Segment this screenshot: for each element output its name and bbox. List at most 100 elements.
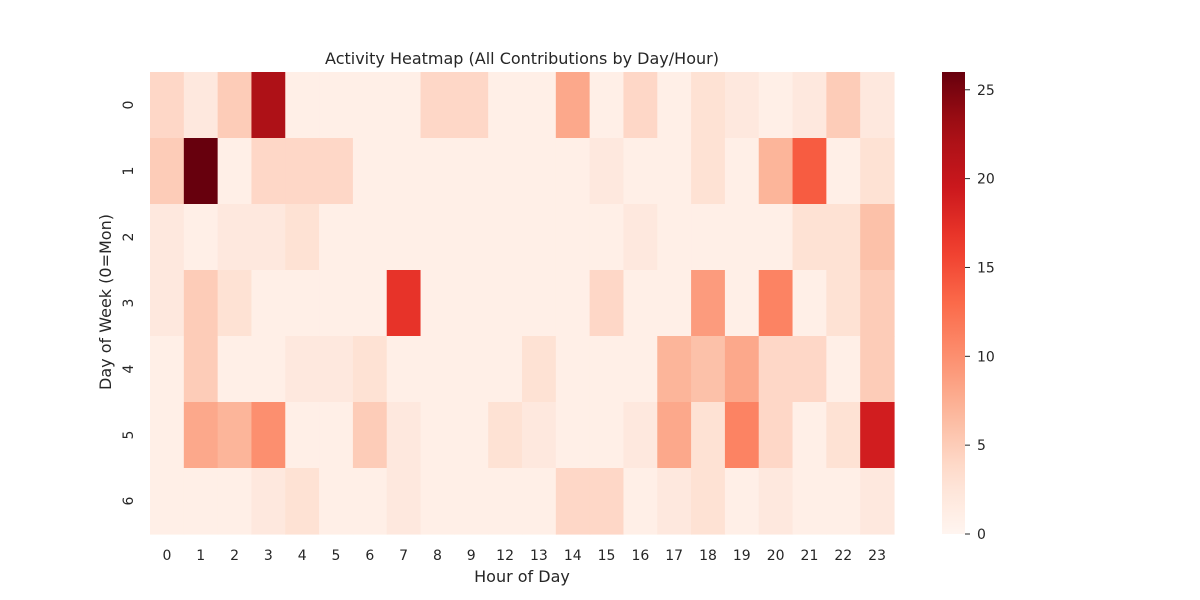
x-tick-label: 19 [733, 548, 751, 564]
heatmap-cell [657, 204, 692, 271]
heatmap-cell [792, 336, 827, 403]
heatmap-cell [758, 138, 794, 205]
heatmap-cell [183, 270, 219, 337]
heatmap-cell [352, 204, 388, 271]
heatmap-cell [352, 402, 388, 469]
y-tick-label: 5 [121, 431, 137, 440]
heatmap-cell [522, 270, 557, 337]
x-axis-ticks: 0 1 2 3 4 5 6 7 8 9 12 13 14 15 16 17 18 19 20 21 22 23 [162, 548, 886, 564]
x-tick-label: 15 [598, 548, 616, 564]
heatmap-cell [555, 270, 591, 337]
heatmap-cell [183, 402, 219, 469]
colorbar-tick-label: 15 [977, 260, 995, 276]
colorbar-tick-label: 10 [977, 349, 995, 365]
y-tick-label: 1 [121, 167, 137, 176]
heatmap-cell [285, 204, 320, 271]
heatmap-cell [724, 270, 760, 337]
heatmap-cell [251, 336, 286, 403]
heatmap-cell [826, 270, 861, 337]
x-tick-label: 12 [496, 548, 514, 564]
heatmap-cell [724, 468, 760, 535]
heatmap-cell [150, 138, 185, 205]
heatmap-cell [488, 402, 523, 469]
heatmap-cell [488, 138, 523, 205]
colorbar-tick-label: 5 [977, 438, 986, 454]
heatmap-cell [217, 138, 253, 205]
heatmap-cell [522, 204, 557, 271]
heatmap-cell [758, 72, 794, 139]
heatmap-cell [454, 204, 489, 271]
heatmap-cell [589, 270, 625, 337]
x-tick-label: 6 [365, 548, 374, 564]
heatmap-cell [217, 204, 253, 271]
x-axis-label: Hour of Day [474, 567, 570, 586]
heatmap-cell [183, 138, 219, 205]
heatmap-cell [758, 468, 794, 535]
x-tick-label: 8 [433, 548, 442, 564]
x-tick-label: 20 [767, 548, 785, 564]
heatmap-cell [386, 336, 422, 403]
heatmap-cell [826, 468, 861, 535]
heatmap-cell [657, 138, 692, 205]
heatmap-cell [352, 72, 388, 139]
heatmap-cell [657, 336, 692, 403]
heatmap-cell [792, 402, 827, 469]
heatmap-cell [488, 336, 523, 403]
colorbar-tick-label: 0 [977, 527, 986, 543]
x-tick-label: 3 [264, 548, 273, 564]
x-tick-label: 1 [196, 548, 205, 564]
heatmap-cell [420, 72, 455, 139]
heatmap-cell [386, 468, 422, 535]
heatmap-cell [826, 138, 861, 205]
x-tick-label: 21 [801, 548, 819, 564]
heatmap-cell [319, 336, 354, 403]
heatmap-cell [319, 402, 354, 469]
heatmap-cell [555, 204, 591, 271]
heatmap-cell [724, 138, 760, 205]
heatmap-cell [758, 336, 794, 403]
y-axis-ticks: 0 1 2 3 4 5 6 [121, 101, 137, 506]
heatmap-cell [420, 402, 455, 469]
x-tick-label: 23 [868, 548, 886, 564]
heatmap-cell [285, 468, 320, 535]
heatmap-cell [860, 402, 895, 469]
heatmap-cell [792, 270, 827, 337]
heatmap-cell [589, 402, 625, 469]
heatmap-cell [589, 138, 625, 205]
heatmap-cell [285, 270, 320, 337]
x-tick-label: 0 [162, 548, 171, 564]
heatmap-cell [724, 402, 760, 469]
heatmap-cell [860, 72, 895, 139]
x-tick-label: 7 [399, 548, 408, 564]
heatmap-cell [623, 270, 658, 337]
heatmap-cell [522, 72, 557, 139]
heatmap-cell [217, 336, 253, 403]
heatmap-cell [217, 270, 253, 337]
heatmap-cell [217, 72, 253, 139]
heatmap-cell [454, 138, 489, 205]
heatmap-cell [691, 204, 726, 271]
heatmap-cell [792, 72, 827, 139]
heatmap-cell [150, 336, 185, 403]
x-tick-label: 17 [665, 548, 683, 564]
heatmap-cell [623, 402, 658, 469]
heatmap-cell [657, 72, 692, 139]
heatmap-cell [623, 468, 658, 535]
heatmap-cell [657, 402, 692, 469]
heatmap-cell [657, 270, 692, 337]
x-tick-label: 13 [530, 548, 548, 564]
heatmap-cell [150, 72, 185, 139]
chart-title: Activity Heatmap (All Contributions by D… [325, 49, 719, 68]
heatmap-cell [183, 72, 219, 139]
heatmap-cells [150, 72, 895, 535]
heatmap-cell [454, 72, 489, 139]
heatmap-cell [183, 204, 219, 271]
heatmap-cell [623, 72, 658, 139]
x-tick-label: 9 [467, 548, 476, 564]
heatmap-cell [319, 138, 354, 205]
heatmap-cell [522, 402, 557, 469]
heatmap-cell [589, 204, 625, 271]
heatmap-cell [623, 138, 658, 205]
heatmap-cell [826, 336, 861, 403]
heatmap-cell [792, 138, 827, 205]
